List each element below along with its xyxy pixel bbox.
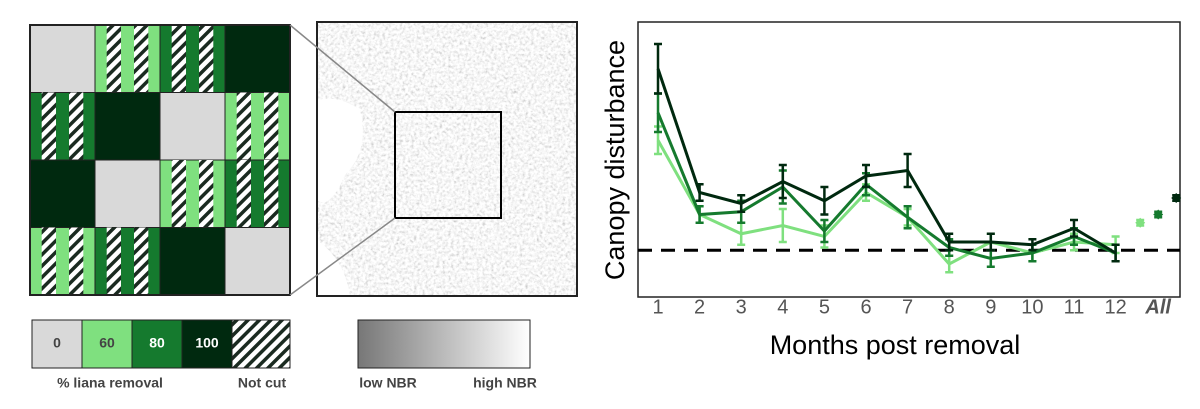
hatch-stripe [171, 25, 186, 93]
plot-frame [637, 21, 1181, 298]
error-bar [654, 42, 662, 95]
error-bar [903, 152, 912, 189]
plot-cell [159, 159, 226, 228]
x-tick-label: 3 [736, 296, 747, 318]
hatch-stripe [264, 160, 279, 228]
plot-cell [159, 92, 226, 161]
legend-caption: high NBR [473, 375, 537, 391]
error-bar [820, 218, 829, 244]
legend-label: 60 [99, 335, 115, 351]
x-tick-label: 12 [1104, 296, 1126, 318]
x-tick-label: 11 [1064, 296, 1085, 318]
hatch-stripe [134, 227, 149, 295]
x-tick-label: 9 [985, 296, 996, 318]
error-bar [1028, 238, 1037, 252]
legend-swatch [181, 319, 233, 369]
error-bar [945, 232, 954, 252]
hatch-stripe [106, 25, 121, 93]
plot-cell [29, 159, 96, 228]
error-bar [778, 207, 787, 244]
x-tick-label: 6 [860, 296, 871, 318]
summary-point [1171, 193, 1182, 203]
plot-cell [224, 24, 291, 93]
legend-caption: low NBR [359, 375, 417, 391]
error-bar [903, 205, 912, 230]
x-tick-label: 10 [1021, 296, 1043, 318]
summary-point [1153, 209, 1164, 220]
y-axis-label: Canopy disturbance [600, 40, 630, 280]
plot-cell [94, 92, 161, 161]
hatch-stripe [236, 92, 251, 160]
hatch-stripe [69, 227, 84, 295]
hatch-stripe [41, 92, 56, 160]
plot-cell [94, 24, 161, 93]
legend-caption: Not cut [238, 375, 287, 391]
plot-cell [29, 92, 96, 161]
plot-cell [224, 159, 291, 228]
treatment-legend: 0 % liana removal Not cut low NBR high N… [31, 319, 537, 391]
plot-cell [224, 227, 291, 296]
error-bar [695, 183, 704, 202]
x-tick-label: 2 [694, 296, 705, 318]
x-tick-label: 7 [902, 296, 913, 318]
plot-layout [29, 24, 291, 296]
plot-cell [94, 159, 161, 228]
hatch-stripe [199, 25, 214, 93]
hatch-stripe [41, 227, 56, 295]
error-bar [737, 194, 746, 213]
plot-cell [159, 24, 226, 93]
error-bar [862, 163, 870, 189]
error-bar [695, 205, 704, 224]
error-bar [986, 232, 995, 252]
grid-frame [29, 24, 291, 296]
error-bar [1111, 243, 1120, 263]
hatch-stripe [236, 160, 251, 228]
legend-label: 100 [195, 335, 219, 351]
x-axis-label: Months post removal [770, 330, 1021, 360]
hatch-stripe [171, 160, 186, 228]
legend-label: 0 [53, 335, 61, 351]
legend-caption: % liana removal [57, 375, 163, 391]
plot-cell [94, 227, 161, 296]
plot-cell [29, 227, 96, 296]
satellite-image [289, 21, 578, 297]
series-line [656, 68, 1117, 255]
hatch-stripe [106, 227, 121, 295]
legend-swatch [131, 319, 183, 369]
plot: 1 2 3 4 5 6 7 8 9 10 11 12 All [638, 42, 1182, 318]
x-tick-label: 8 [944, 296, 955, 318]
error-bar [1070, 218, 1078, 238]
series-line [656, 112, 1117, 261]
x-tick-label: 1 [652, 296, 663, 318]
hatch-stripe [134, 25, 149, 93]
plot-cell [159, 227, 226, 296]
plot-cell [29, 24, 96, 93]
legend-swatch [81, 319, 133, 369]
x-tick-label: 5 [819, 296, 830, 318]
hatch-stripe [264, 92, 279, 160]
hatch-stripe [199, 160, 214, 228]
error-bar [820, 185, 829, 216]
plot-cell [224, 92, 291, 161]
x-tick-label: All [1144, 296, 1171, 318]
summary-point [1135, 217, 1146, 228]
hatch-stripe [69, 92, 84, 160]
error-bar [778, 163, 787, 200]
x-tick-label: 4 [777, 296, 788, 318]
legend-label: 80 [149, 335, 165, 351]
